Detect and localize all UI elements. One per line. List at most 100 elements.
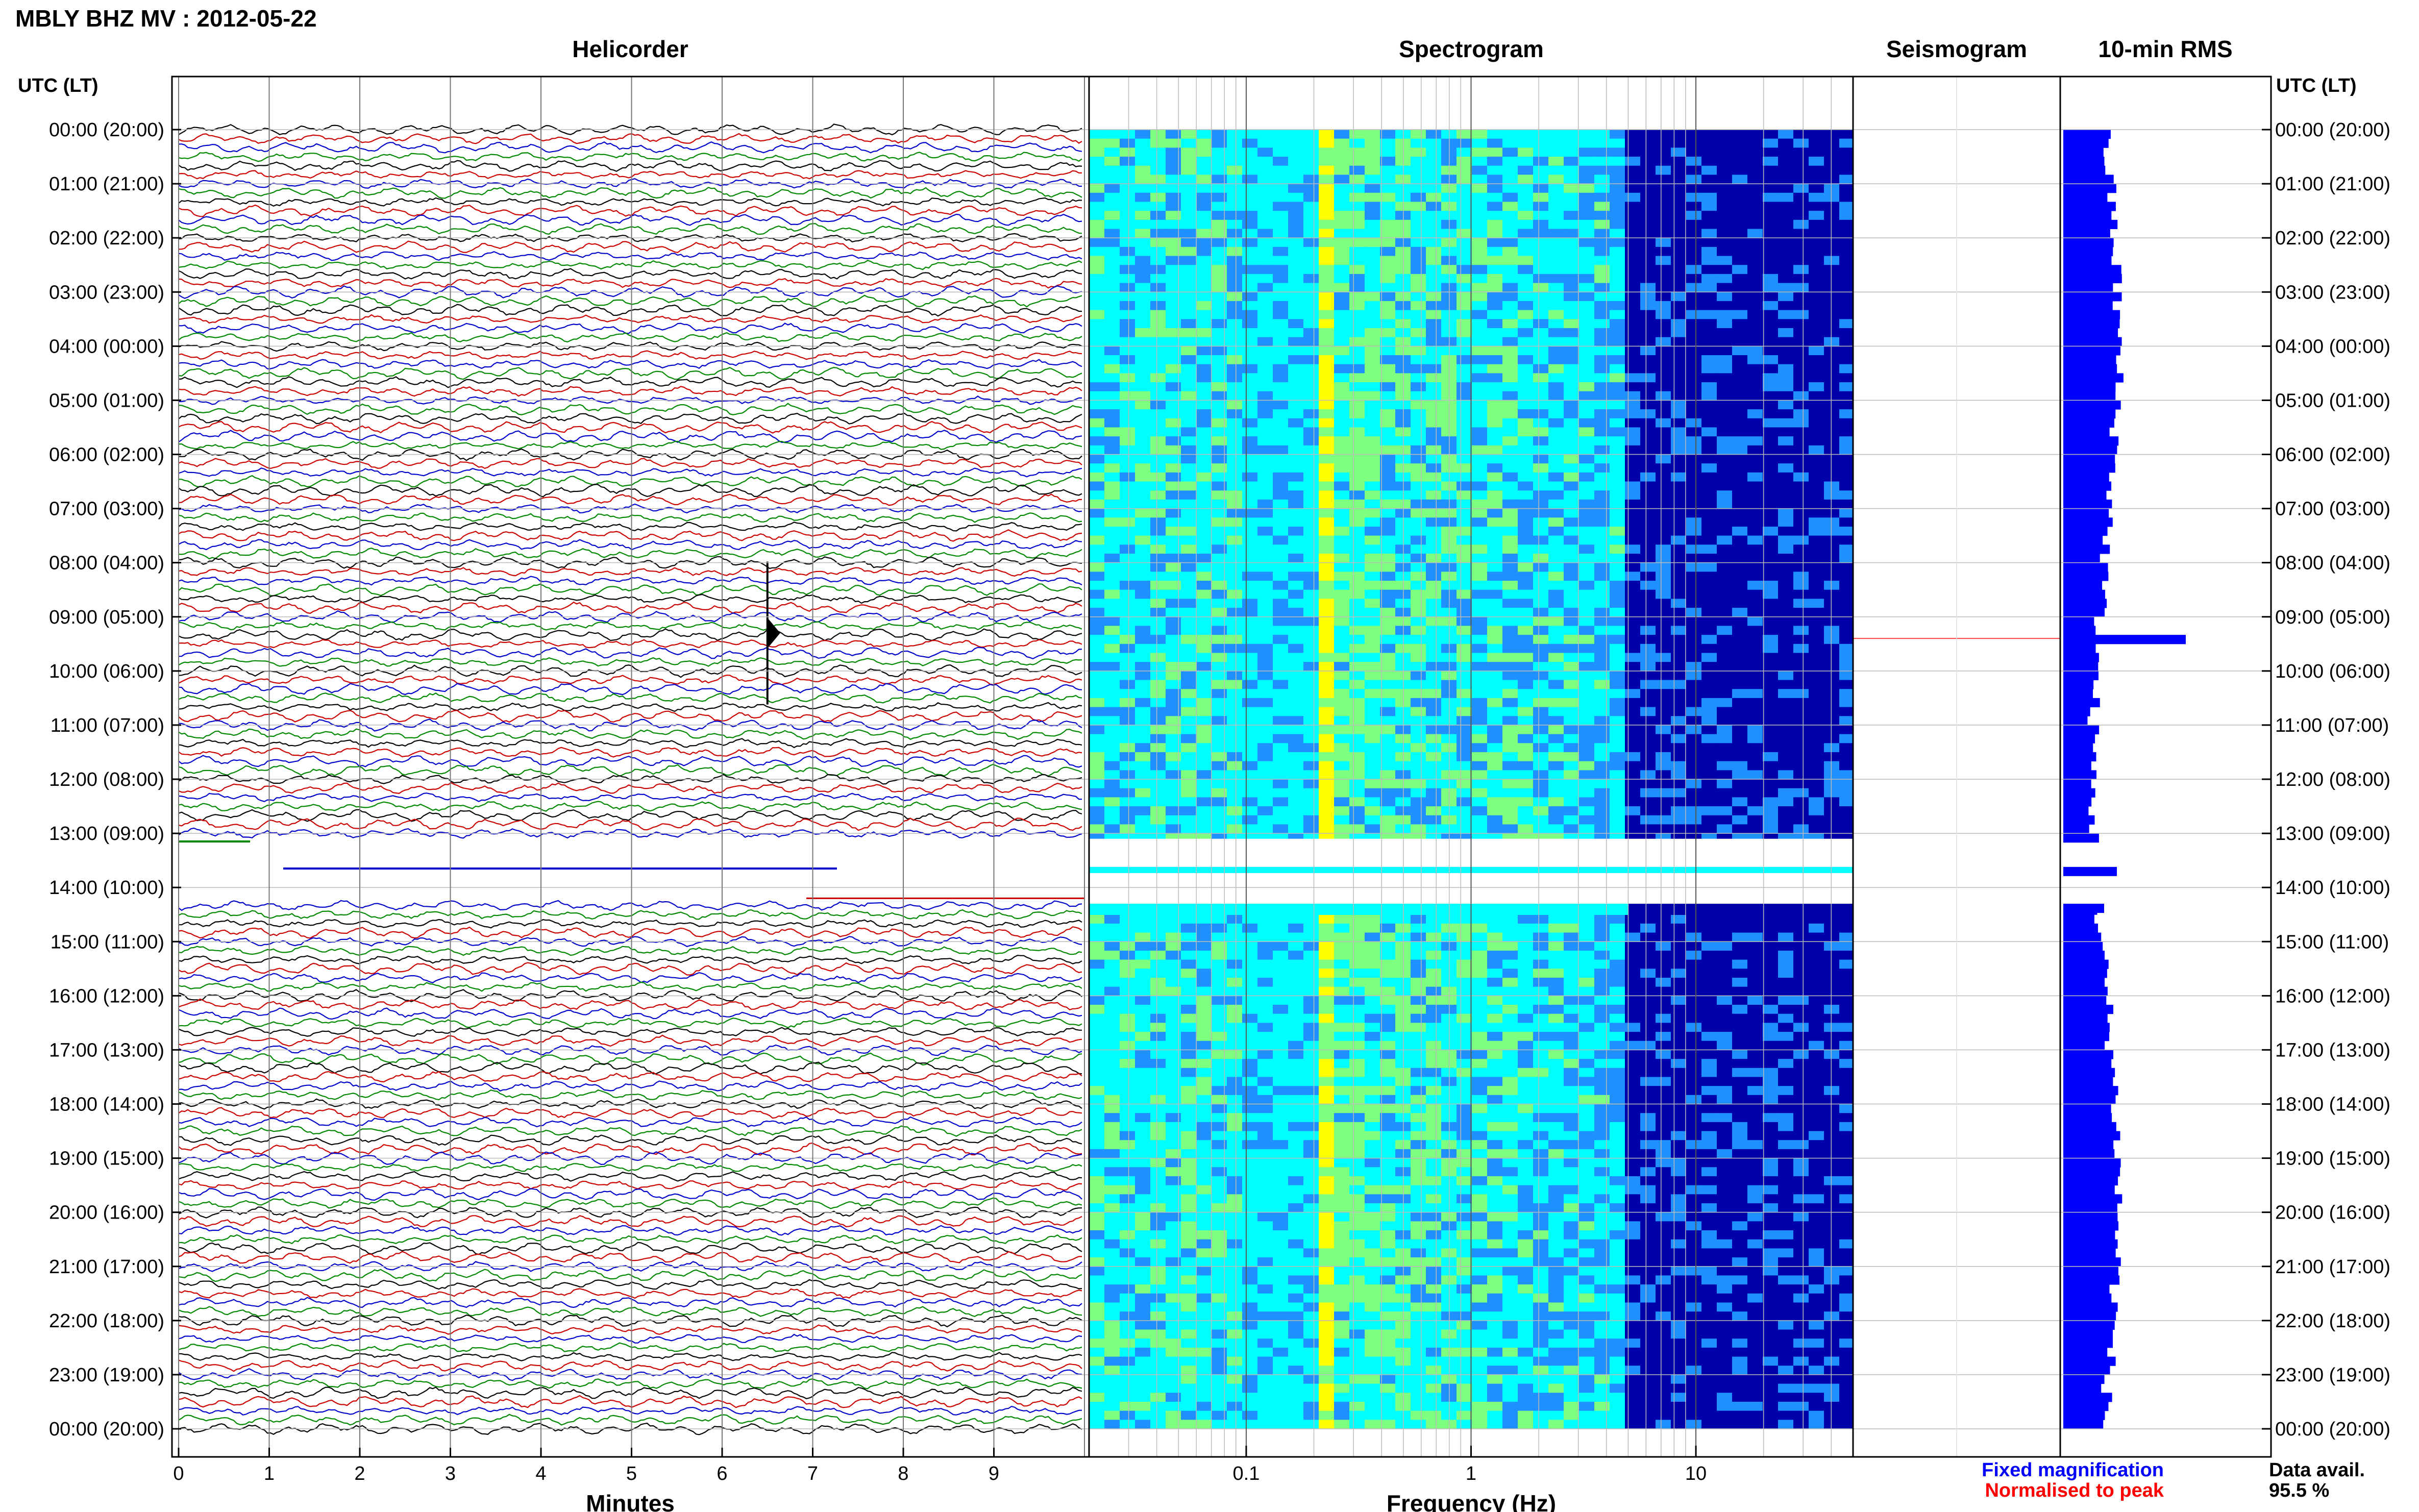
spectrogram-cell [1319,680,1335,689]
spectrogram-cell [1686,671,1702,681]
spectrogram-cell [1533,292,1549,302]
spectrogram-cell [1656,283,1671,292]
spectrogram-cell [1579,1032,1595,1042]
spectrogram-cell [1457,373,1472,383]
spectrogram-cell [1564,508,1579,518]
spectrogram-cell [1334,400,1350,410]
spectrogram-cell [1640,418,1656,428]
spectrogram-cell [1610,1005,1625,1014]
spectrogram-cell [1778,265,1794,275]
spectrogram-cell [1793,977,1809,987]
spectrogram-cell [1686,626,1702,635]
spectrogram-cell [1809,599,1824,608]
spectrogram-cell [1610,562,1625,572]
spectrogram-cell [1839,184,1853,193]
spectrogram-cell [1472,689,1488,699]
spectrogram-cell [1426,544,1442,554]
spectrogram-cell [1656,779,1671,789]
spectrogram-cell [1319,346,1335,356]
spectrogram-cell [1242,743,1258,753]
spectrogram-cell [1242,572,1258,581]
spectrogram-cell [1564,219,1579,229]
spectrogram-cell [1640,572,1656,581]
spectrogram-cell [1349,481,1365,491]
spectrogram-cell [1671,653,1687,662]
spectrogram-cell [1533,553,1549,563]
spectrogram-cell [1227,355,1243,365]
spectrogram-cell [1365,698,1380,708]
spectrogram-cell [1089,770,1105,780]
spectrogram-cell [1610,526,1625,536]
spectrogram-cell [1349,157,1365,166]
spectrogram-cell [1625,932,1641,942]
spectrogram-cell [1089,355,1105,365]
spectrogram-cell [1457,950,1472,960]
spectrogram-cell [1579,283,1595,292]
spectrogram-cell [1227,643,1243,653]
spectrogram-cell [1579,770,1595,780]
spectrogram-cell [1349,130,1365,139]
spectrogram-cell [1472,932,1488,942]
spectrogram-cell [1686,265,1702,275]
spectrogram-cell [1212,1023,1227,1032]
spectrogram-cell [1763,779,1779,789]
spectrogram-cell [1334,698,1350,708]
spectrogram-cell [1150,734,1166,743]
spectrogram-cell [1610,229,1625,238]
helicorder-trace [178,366,1082,380]
spectrogram-cell [1686,499,1702,509]
spectrogram-cell [1594,165,1610,175]
spectrogram-cell [1610,806,1625,816]
spectrogram-cell [1793,382,1809,392]
spectrogram-cell [1656,572,1671,581]
spectrogram-cell [1319,616,1335,626]
spectrogram-cell [1717,635,1733,645]
spectrogram-cell [1778,481,1794,491]
spectrogram-cell [1686,815,1702,825]
spectrogram-cell [1701,535,1717,545]
spectrogram-cell [1242,211,1258,220]
spectrogram-cell [1732,1023,1748,1032]
spectrogram-cell [1334,202,1350,211]
spectrogram-cell [1701,526,1717,536]
spectrogram-cell [1809,969,1824,978]
spectrogram-cell [1701,346,1717,356]
spectrogram-cell [1839,1040,1853,1050]
spectrogram-cell [1487,535,1503,545]
spectrogram-cell [1303,1032,1319,1042]
spectrogram-cell [1135,572,1151,581]
spectrogram-cell [1257,572,1273,581]
spectrogram-cell [1257,274,1273,284]
spectrogram-cell [1763,626,1779,635]
spectrogram-cell [1288,508,1304,518]
spectrogram-cell [1120,147,1136,157]
spectrogram-cell [1104,1013,1120,1023]
spectrogram-cell [1809,581,1824,590]
spectrogram-cell [1242,346,1258,356]
spectrogram-cell [1502,265,1518,275]
spectrogram-cell [1564,346,1579,356]
spectrogram-cell [1104,256,1120,265]
spectrogram-cell [1319,211,1335,220]
spectrogram-cell [1502,246,1518,257]
spectrogram-cell [1778,779,1794,789]
spectrogram-cell [1548,490,1564,500]
spectrogram-cell [1579,400,1595,410]
spectrogram-cell [1548,824,1564,834]
spectrogram-cell [1671,165,1687,175]
spectrogram-cell [1671,788,1687,798]
spectrogram-cell [1227,391,1243,401]
spectrogram-cell [1548,256,1564,265]
spectrogram-cell [1181,626,1197,635]
spectrogram-cell [1380,535,1396,545]
spectrogram-cell [1380,508,1396,518]
spectrogram-cell [1747,815,1763,825]
spectrogram-cell [1212,1013,1227,1023]
spectrogram-cell [1303,1005,1319,1014]
spectrogram-cell [1380,409,1396,419]
spectrogram-cell [1319,175,1335,184]
spectrogram-cell [1564,301,1579,311]
spectrogram-cell [1778,157,1794,166]
helicorder-trace [178,621,1082,631]
spectrogram-cell [1319,986,1335,996]
